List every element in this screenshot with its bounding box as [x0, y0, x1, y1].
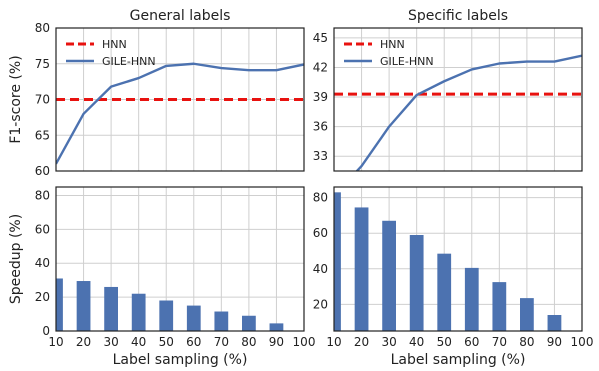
bar	[464, 267, 479, 331]
series-line-gile-hnn	[56, 62, 304, 165]
y-tick-label: 80	[35, 188, 50, 202]
bar	[409, 235, 424, 331]
y-tick-label: 60	[313, 226, 328, 240]
x-tick-label: 30	[381, 335, 396, 349]
speedup-general-marks	[56, 278, 284, 331]
y-tick-label: 80	[35, 21, 50, 35]
x-tick-label: 30	[103, 335, 118, 349]
x-axis-label: Label sampling (%)	[113, 352, 248, 368]
f1-general-legend: HNN GILE-HNN	[66, 38, 156, 68]
bar	[214, 311, 229, 331]
f1-specific-legend: HNN GILE-HNN	[344, 38, 434, 68]
bar	[492, 282, 507, 331]
x-tick-label: 10	[48, 335, 63, 349]
y-tick-label: 40	[35, 256, 50, 270]
bar	[131, 293, 146, 331]
f1-general-panel: HNN GILE-HNN 60 65 70 75 80 General labels F1-sc…	[8, 8, 305, 178]
y-tick-label: 60	[35, 164, 50, 178]
x-axis-label: Label sampling (%)	[391, 352, 526, 368]
series-line-gile-hnn	[355, 54, 582, 171]
y-tick-label: 0	[42, 324, 50, 338]
y-axis-label: F1-score (%)	[8, 55, 24, 143]
y-tick-label: 60	[35, 222, 50, 236]
y-axis-label: Speedup (%)	[8, 214, 24, 304]
f1-specific-frame	[333, 27, 583, 172]
x-tick-label: 80	[241, 335, 256, 349]
y-tick-label: 65	[35, 128, 50, 142]
bar	[382, 220, 396, 331]
speedup-general-frame	[55, 186, 305, 332]
y-tick-label: 36	[313, 120, 328, 134]
y-tick-label: 80	[313, 191, 328, 205]
legend-label: GILE-HNN	[380, 55, 434, 68]
x-tick-label: 50	[437, 335, 452, 349]
x-tick-label: 100	[293, 335, 316, 349]
x-tick-label: 80	[519, 335, 534, 349]
y-tick-label: 45	[313, 31, 328, 45]
x-tick-label: 70	[492, 335, 507, 349]
chart-title: General labels	[130, 8, 231, 24]
x-tick-label: 70	[214, 335, 229, 349]
x-tick-label: 90	[269, 335, 284, 349]
bar	[547, 315, 562, 331]
x-tick-label: 40	[131, 335, 146, 349]
speedup-general-panel: 0 20 40 60 80 10 20 30 40 50 60 70 80 90 100 Label samp…	[8, 186, 316, 368]
bar	[242, 315, 256, 331]
speedup-specific-panel: 20 40 60 80 10 20 30 40 50 60 70 80 90 100 Label sampl…	[313, 186, 594, 368]
x-tick-label: 20	[76, 335, 91, 349]
bar	[186, 305, 201, 331]
y-tick-label: 20	[313, 297, 328, 311]
f1-general-marks	[56, 62, 304, 165]
speedup-specific-marks	[334, 192, 562, 331]
f1-specific-grid	[333, 28, 583, 171]
y-tick-label: 20	[35, 290, 50, 304]
x-tick-label: 40	[409, 335, 424, 349]
speedup-general-grid	[55, 187, 305, 332]
x-tick-label: 60	[464, 335, 479, 349]
bar	[269, 323, 284, 331]
x-tick-label: 10	[326, 335, 341, 349]
x-tick-label: 60	[186, 335, 201, 349]
x-tick-label: 90	[547, 335, 562, 349]
x-tick-label: 50	[159, 335, 174, 349]
y-tick-label: 40	[313, 262, 328, 276]
bar	[104, 286, 118, 331]
bar	[159, 300, 174, 331]
chart-title: Specific labels	[408, 8, 508, 24]
x-tick-label: 20	[354, 335, 369, 349]
y-tick-label: 33	[313, 149, 328, 163]
bar	[76, 281, 91, 331]
speedup-specific-frame	[333, 186, 583, 332]
x-tick-label: 100	[571, 335, 594, 349]
legend-label: GILE-HNN	[102, 55, 156, 68]
bar	[354, 207, 369, 331]
f1-specific-marks	[334, 54, 582, 171]
bar	[334, 192, 341, 331]
y-tick-label: 70	[35, 93, 50, 107]
y-tick-label: 39	[313, 90, 328, 104]
speedup-specific-grid	[333, 187, 583, 331]
y-tick-label: 75	[35, 57, 50, 71]
legend-label: HNN	[380, 38, 405, 51]
y-tick-label: 42	[313, 60, 328, 74]
legend-label: HNN	[102, 38, 127, 51]
bar	[56, 278, 63, 331]
bar	[520, 298, 534, 331]
bar	[437, 253, 452, 331]
f1-general-frame	[55, 27, 305, 172]
f1-specific-panel: HNN GILE-HNN 33 36 39 42 45 Specific labels	[313, 8, 583, 172]
